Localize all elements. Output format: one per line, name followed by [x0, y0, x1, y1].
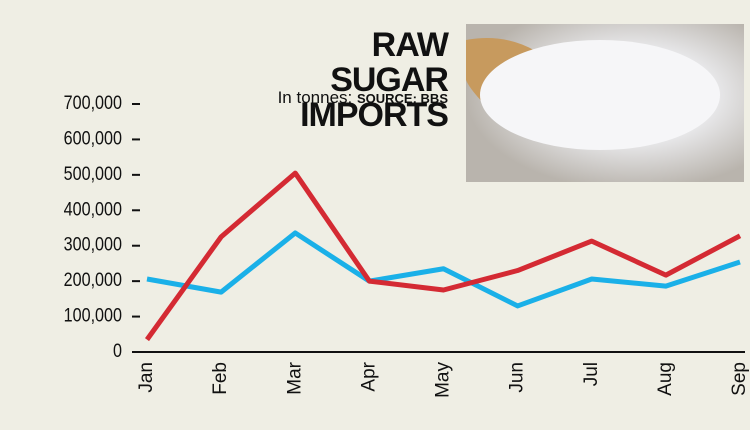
- chart-title: RAW SUGAR IMPORTS: [248, 28, 448, 133]
- x-tick-label: May: [433, 362, 454, 398]
- x-tick-label: Mar: [284, 361, 305, 394]
- x-tick-label: Apr: [358, 361, 379, 391]
- x-tick-label: Jul: [581, 362, 602, 386]
- y-tick-label: 100,000: [64, 304, 123, 326]
- x-tick-label: Jun: [507, 362, 528, 393]
- page: 0 100,000 200,000 300,000 400,000 500,000 600,…: [0, 0, 750, 430]
- y-tick-label: 600,000: [64, 127, 123, 149]
- y-tick-label: 500,000: [64, 163, 123, 185]
- y-tick-label: 0: [113, 340, 122, 362]
- y-tick-label: 300,000: [64, 233, 123, 255]
- x-tick-label: Aug: [655, 362, 676, 396]
- y-tick-label: 700,000: [64, 92, 123, 114]
- x-tick-label: Jan: [136, 362, 157, 393]
- unit-note: In tonnes;: [278, 88, 353, 107]
- y-tick-label: 400,000: [64, 198, 123, 220]
- x-tick-label: Feb: [210, 362, 231, 395]
- subtitle: In tonnes; SOURCE: BBS: [278, 88, 448, 108]
- sugar-photo: [466, 24, 744, 182]
- y-tick-label: 200,000: [64, 269, 123, 291]
- data-line: [147, 173, 740, 340]
- x-tick-label: Sep: [729, 362, 750, 396]
- source: SOURCE: BBS: [357, 91, 448, 106]
